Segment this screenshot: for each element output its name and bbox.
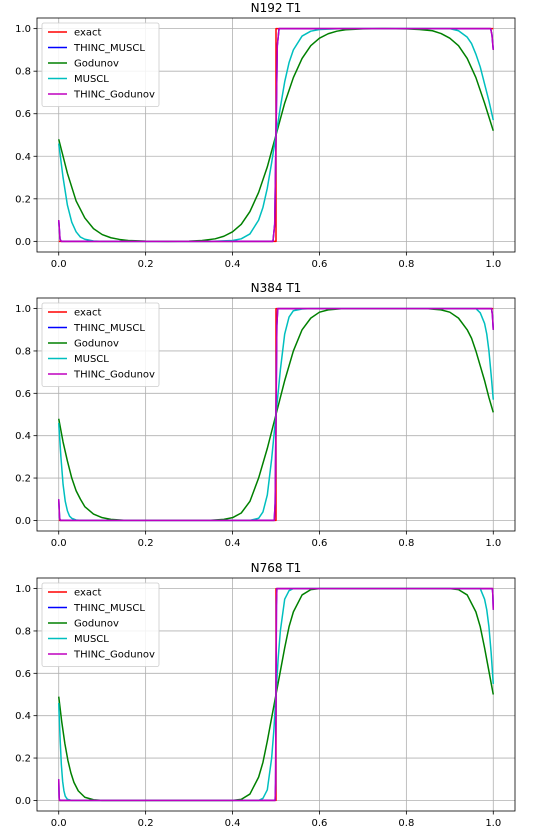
y-tick-label: 1.0: [15, 24, 31, 35]
axes-frame: [36, 17, 516, 253]
y-tick-label: 0.6: [15, 109, 31, 120]
x-tick-label: 0.4: [225, 259, 241, 270]
legend-label: Godunov: [74, 59, 119, 70]
x-tick-label: 1.0: [485, 818, 501, 829]
x-tick-label: 0.0: [51, 259, 67, 270]
legend-label: THINC_Godunov: [73, 650, 155, 661]
y-tick-label: 0.0: [15, 516, 31, 527]
legend-box: [41, 582, 160, 667]
chart-title: N192 T1: [251, 1, 302, 15]
x-tick-label: 1.0: [485, 538, 501, 549]
y-tick-label: 0.4: [15, 711, 31, 722]
y-tick-label: 0.2: [15, 474, 31, 485]
x-tick-label: 0.2: [138, 538, 154, 549]
legend-label: MUSCL: [74, 634, 109, 645]
series-line-godunov: [57, 587, 495, 802]
legend: exact THINC_MUSCL Godunov MUSCL THINC_Goduno…: [41, 22, 160, 107]
y-tick-label: 1.0: [15, 304, 31, 315]
chart-title: N768 T1: [251, 561, 302, 575]
y-tick-label: 0.8: [15, 626, 31, 637]
series-line-muscl: [57, 307, 495, 522]
x-tick-label: 0.6: [312, 538, 328, 549]
y-tick-label: 0.8: [15, 67, 31, 78]
y-tick-label: 0.0: [15, 237, 31, 248]
legend: exact THINC_MUSCL Godunov MUSCL THINC_Goduno…: [41, 582, 160, 667]
y-tick-label: 0.2: [15, 194, 31, 205]
legend-label: THINC_MUSCL: [73, 43, 145, 54]
axes-frame: [36, 297, 516, 532]
legend-box: [41, 22, 160, 107]
chart-panel-1: N192 T1 0.0 0.2 0.4 0.6 0.8 1.0 0.0 0.2 0.4 0.6 0.8…: [15, 1, 516, 270]
y-tick-label: 0.8: [15, 346, 31, 357]
x-tick-label: 0.4: [225, 818, 241, 829]
y-tick-label: 0.6: [15, 389, 31, 400]
series-line-muscl: [57, 587, 495, 802]
series-line-thinc-godunov: [57, 27, 495, 243]
legend-label: exact: [74, 588, 102, 599]
legend-label: THINC_Godunov: [73, 90, 155, 101]
x-tick-label: 0.8: [398, 538, 414, 549]
y-tick-label: 0.4: [15, 431, 31, 442]
series-line-thinc-godunov: [57, 307, 495, 522]
legend-label: THINC_Godunov: [73, 370, 155, 381]
y-tick-label: 1.0: [15, 584, 31, 595]
legend-label: MUSCL: [74, 74, 109, 85]
axes-frame: [36, 577, 516, 812]
x-tick-label: 0.8: [398, 818, 414, 829]
y-tick-label: 0.6: [15, 669, 31, 680]
chart-panel-2: N384 T1 0.0 0.2 0.4 0.6 0.8 1.0 0.0 0.2 0.4 0.6 0.8…: [15, 281, 516, 549]
legend-label: THINC_MUSCL: [73, 323, 145, 334]
x-tick-label: 0.0: [51, 818, 67, 829]
legend-label: Godunov: [74, 619, 119, 630]
series-line-thinc-godunov: [57, 587, 495, 802]
chart-title: N384 T1: [251, 281, 302, 295]
chart-panel-3: N768 T1 0.0 0.2 0.4 0.6 0.8 1.0 0.0 0.2 0.4 0.6 0.8…: [15, 561, 516, 829]
x-tick-label: 0.4: [225, 538, 241, 549]
legend-label: THINC_MUSCL: [73, 603, 145, 614]
legend-label: MUSCL: [74, 354, 109, 365]
x-tick-label: 0.8: [398, 259, 414, 270]
legend-label: exact: [74, 28, 102, 39]
x-tick-label: 0.6: [312, 818, 328, 829]
legend-label: exact: [74, 308, 102, 319]
legend: exact THINC_MUSCL Godunov MUSCL THINC_Goduno…: [41, 302, 160, 387]
y-tick-label: 0.0: [15, 796, 31, 807]
legend-label: Godunov: [74, 339, 119, 350]
x-tick-label: 1.0: [485, 259, 501, 270]
y-tick-label: 0.2: [15, 754, 31, 765]
x-tick-label: 0.2: [138, 259, 154, 270]
y-tick-label: 0.4: [15, 152, 31, 163]
x-tick-label: 0.6: [312, 259, 328, 270]
legend-box: [41, 302, 160, 387]
x-tick-label: 0.0: [51, 538, 67, 549]
x-tick-label: 0.2: [138, 818, 154, 829]
